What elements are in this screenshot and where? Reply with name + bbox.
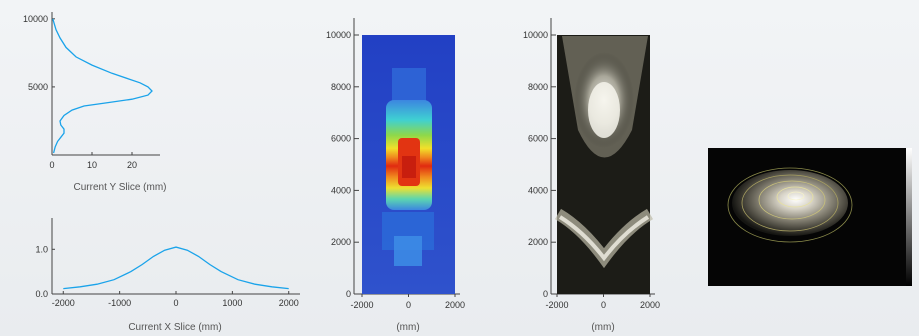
contour-line-2 bbox=[741, 174, 839, 232]
heatmap-jet-ytick-label: 8000 bbox=[331, 82, 351, 92]
heatmap-gray-ytick-label: 10000 bbox=[523, 30, 548, 40]
heatmap-jet-ytick-label: 4000 bbox=[331, 185, 351, 195]
heatmap-jet-ytick-label: 6000 bbox=[331, 134, 351, 144]
heatmap-gray-xtick-label: 0 bbox=[601, 300, 606, 310]
contour-plot bbox=[708, 148, 912, 286]
heatmap-gray-ytick-label: 8000 bbox=[528, 82, 548, 92]
x-slice-xlabel: Current X Slice (mm) bbox=[128, 322, 221, 333]
y-slice-ytick-label: 5000 bbox=[28, 82, 48, 92]
heatmap-jet-xlabel: (mm) bbox=[396, 322, 419, 333]
contour-line-3 bbox=[758, 180, 826, 220]
x-slice-xtick-label: 0 bbox=[173, 298, 178, 308]
heatmap-jet-xtick-label: 0 bbox=[406, 300, 411, 310]
contour-colorbar bbox=[906, 148, 912, 286]
y-slice-xtick-label: 10 bbox=[87, 160, 97, 170]
heatmap-gray-peak bbox=[588, 82, 620, 138]
heatmap-gray-xlabel: (mm) bbox=[591, 322, 614, 333]
y-slice-plot: 0 10 20 5000 10000 Current Y Slice (mm) bbox=[23, 12, 167, 193]
heatmap-gray-ytick-label: 6000 bbox=[528, 134, 548, 144]
heatmap-jet-band-c bbox=[394, 236, 422, 266]
y-slice-curve bbox=[52, 18, 153, 154]
contour-line-1 bbox=[727, 167, 853, 243]
x-slice-plot: -2000 -1000 0 1000 2000 0.0 1.0 Current X Slic… bbox=[35, 218, 300, 333]
y-slice-xlabel: Current Y Slice (mm) bbox=[74, 182, 167, 193]
contour-line-5 bbox=[787, 191, 805, 201]
heatmap-gray-v-core bbox=[558, 215, 650, 262]
heatmap-gray-xtick-label: -2000 bbox=[545, 300, 568, 310]
x-slice-ytick-label: 0.0 bbox=[35, 289, 48, 299]
x-slice-xtick-label: -2000 bbox=[52, 298, 75, 308]
y-slice-xtick-label: 0 bbox=[49, 160, 54, 170]
y-slice-xtick-label: 20 bbox=[127, 160, 137, 170]
heatmap-gray-ytick-label: 0 bbox=[543, 289, 548, 299]
x-slice-ytick-label: 1.0 bbox=[35, 244, 48, 254]
x-slice-curve bbox=[63, 246, 289, 290]
y-slice-ytick-label: 10000 bbox=[23, 14, 48, 24]
heatmap-jet-ytick-label: 10000 bbox=[326, 30, 351, 40]
heatmap-gray-ytick-label: 2000 bbox=[528, 237, 548, 247]
contour-blob bbox=[732, 170, 848, 236]
heatmap-jet-xtick-label: -2000 bbox=[350, 300, 373, 310]
x-slice-xtick-label: -1000 bbox=[108, 298, 131, 308]
x-slice-xtick-label: 2000 bbox=[279, 298, 299, 308]
heatmap-jet-xtick-label: 2000 bbox=[445, 300, 465, 310]
heatmap-jet-ytick-label: 0 bbox=[346, 289, 351, 299]
heatmap-jet-ytick-label: 2000 bbox=[331, 237, 351, 247]
heatmap-gray-ytick-label: 4000 bbox=[528, 185, 548, 195]
heatmap-gray-xtick-label: 2000 bbox=[640, 300, 660, 310]
heatmap-jet-peak bbox=[402, 156, 416, 178]
x-slice-xtick-label: 1000 bbox=[222, 298, 242, 308]
contour-line-4 bbox=[776, 186, 814, 208]
